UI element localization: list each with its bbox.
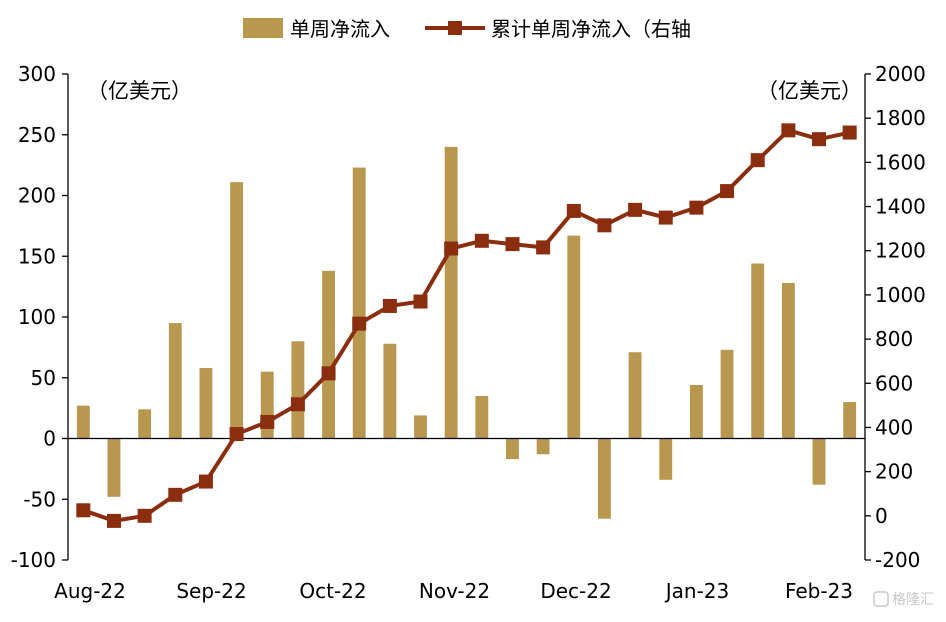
- left-tick-label: -50: [23, 487, 56, 511]
- cumulative-point-13: [474, 233, 489, 248]
- cumulative-point-2: [137, 508, 152, 523]
- right-tick-label: 200: [875, 460, 913, 484]
- bar-weekly-3: [168, 323, 182, 439]
- right-tick-label: 1800: [875, 106, 926, 130]
- cumulative-point-25: [842, 125, 857, 140]
- x-tick-label: Nov-22: [419, 579, 490, 603]
- cumulative-point-6: [260, 414, 275, 429]
- left-tick-label: 300: [18, 62, 56, 86]
- cumulative-point-9: [352, 316, 367, 331]
- left-tick-label: -100: [11, 548, 56, 572]
- bar-weekly-23: [781, 282, 795, 439]
- x-tick-label: Feb-23: [785, 579, 853, 603]
- bar-weekly-16: [567, 235, 581, 439]
- cumulative-point-4: [198, 474, 213, 489]
- bar-weekly-17: [598, 438, 611, 519]
- right-tick-label: 600: [875, 371, 913, 395]
- cumulative-point-5: [229, 427, 244, 442]
- bar-weekly-9: [352, 167, 366, 439]
- right-tick-label: -200: [875, 548, 920, 572]
- bar-weekly-2: [138, 409, 152, 439]
- x-tick-label: Aug-22: [54, 579, 126, 603]
- cumulative-point-0: [76, 503, 91, 518]
- cumulative-point-21: [720, 184, 735, 199]
- x-tick-label: Sep-22: [176, 579, 246, 603]
- cumulative-point-22: [750, 153, 765, 168]
- cumulative-point-1: [106, 513, 121, 528]
- bar-weekly-8: [322, 270, 335, 439]
- bar-weekly-7: [291, 341, 305, 439]
- cumulative-point-23: [781, 123, 796, 138]
- legend-label-weekly: 单周净流入: [290, 17, 390, 41]
- right-tick-label: 400: [875, 415, 913, 439]
- bar-weekly-24: [812, 438, 826, 485]
- bar-weekly-14: [506, 438, 519, 460]
- x-tick-label: Jan-23: [664, 579, 730, 603]
- left-tick-label: 100: [18, 305, 56, 329]
- legend-line-marker: [448, 21, 462, 35]
- right-tick-label: 1200: [875, 239, 926, 263]
- right-tick-label: 1400: [875, 195, 926, 219]
- right-tick-label: 1000: [875, 283, 926, 307]
- cumulative-point-15: [536, 240, 551, 255]
- cumulative-point-11: [413, 294, 428, 309]
- bar-weekly-20: [689, 385, 703, 439]
- x-axis-ticks: Aug-22 Sep-22 Oct-22 Nov-22 Dec-22 Jan-23 Feb-…: [54, 579, 853, 603]
- left-tick-label: 0: [43, 427, 56, 451]
- cumulative-line: [82, 128, 851, 523]
- bar-weekly-25: [843, 402, 857, 439]
- bar-weekly-12: [444, 146, 458, 439]
- cumulative-point-10: [382, 298, 397, 313]
- left-tick-label: 200: [18, 184, 56, 208]
- right-axis-ticks: 2000180016001400120010008006004002000-20…: [865, 62, 926, 572]
- left-tick-label: 150: [18, 244, 56, 268]
- cumulative-point-20: [689, 200, 704, 215]
- cumulative-point-14: [505, 237, 520, 252]
- legend-label-cumulative: 累计单周净流入（右轴: [491, 17, 691, 41]
- bar-weekly-10: [383, 343, 397, 439]
- x-tick-label: Dec-22: [540, 579, 611, 603]
- line-series: [76, 123, 857, 528]
- cumulative-point-12: [444, 241, 459, 256]
- watermark: 格隆汇: [873, 591, 934, 608]
- cumulative-point-18: [628, 202, 643, 217]
- right-tick-label: 1600: [875, 150, 926, 174]
- cumulative-point-19: [658, 210, 673, 225]
- bar-weekly-0: [76, 405, 90, 439]
- watermark-icon: [873, 591, 889, 607]
- bar-weekly-15: [536, 438, 550, 455]
- cumulative-point-24: [812, 132, 827, 147]
- right-tick-label: 2000: [875, 62, 926, 86]
- bar-weekly-11: [414, 415, 427, 439]
- left-axis-ticks: 300 250 200 150 100 50 0 -50 -100: [11, 62, 68, 572]
- watermark-text: 格隆汇: [892, 592, 934, 608]
- legend-bar-swatch: [243, 18, 283, 38]
- cumulative-point-8: [321, 366, 336, 381]
- cumulative-point-3: [168, 487, 183, 502]
- bar-weekly-18: [628, 352, 642, 439]
- bar-weekly-19: [659, 438, 673, 480]
- x-tick-label: Oct-22: [299, 579, 366, 603]
- left-tick-label: 50: [31, 366, 56, 390]
- bar-weekly-5: [230, 182, 244, 439]
- cumulative-point-16: [566, 203, 581, 218]
- right-unit-label: （亿美元）: [757, 79, 862, 103]
- bar-weekly-21: [720, 349, 734, 439]
- bar-weekly-1: [107, 438, 121, 497]
- bar-series: [76, 146, 857, 519]
- bar-weekly-4: [199, 368, 213, 439]
- axes: [67, 74, 866, 560]
- cumulative-point-17: [597, 218, 612, 233]
- bar-weekly-13: [475, 395, 489, 439]
- left-unit-label: （亿美元）: [87, 79, 192, 103]
- left-tick-label: 250: [18, 123, 56, 147]
- cumulative-point-7: [290, 397, 305, 412]
- right-tick-label: 800: [875, 327, 913, 351]
- right-tick-label: 0: [875, 504, 888, 528]
- bar-weekly-22: [751, 263, 765, 439]
- legend: 单周净流入 累计单周净流入（右轴: [243, 17, 691, 41]
